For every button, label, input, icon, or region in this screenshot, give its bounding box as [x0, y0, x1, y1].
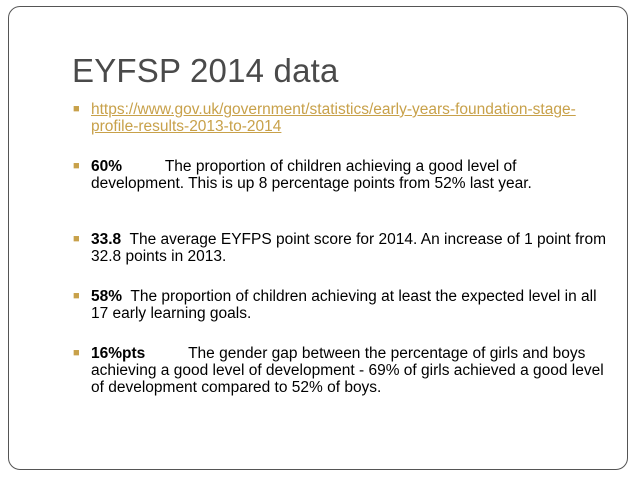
slide-frame — [8, 6, 628, 470]
bullet-marker-icon: ■ — [73, 290, 80, 302]
bullet-expected-level: ■ 58% The proportion of children achievi… — [73, 288, 613, 322]
bullet-list: ■ https://www.gov.uk/government/statisti… — [73, 101, 613, 396]
bullet-point-score: ■ 33.8 The average EYFPS point score for… — [73, 231, 613, 265]
stat-description: The gender gap between the percentage of… — [91, 345, 604, 396]
stat-value: 58% — [91, 288, 123, 305]
bullet-good-level: ■ 60% The proportion of children achievi… — [73, 158, 613, 192]
stat-description: The proportion of children achieving a g… — [91, 158, 532, 192]
bullet-marker-icon: ■ — [73, 347, 80, 359]
stat-value: 60% — [91, 158, 123, 175]
bullet-marker-icon: ■ — [73, 103, 80, 115]
bullet-gender-gap: ■ 16%pts The gender gap between the perc… — [73, 345, 613, 396]
stat-value: 33.8 — [91, 231, 122, 248]
bullet-marker-icon: ■ — [73, 233, 80, 245]
bullet-source-link: ■ https://www.gov.uk/government/statisti… — [73, 101, 613, 135]
source-link[interactable]: https://www.gov.uk/government/statistics… — [91, 101, 576, 135]
stat-description: The proportion of children achieving at … — [91, 288, 597, 322]
stat-value: 16%pts — [91, 345, 146, 362]
bullet-marker-icon: ■ — [73, 160, 80, 172]
stat-description: The average EYFPS point score for 2014. … — [91, 231, 606, 265]
slide-title: EYFSP 2014 data — [72, 52, 339, 89]
